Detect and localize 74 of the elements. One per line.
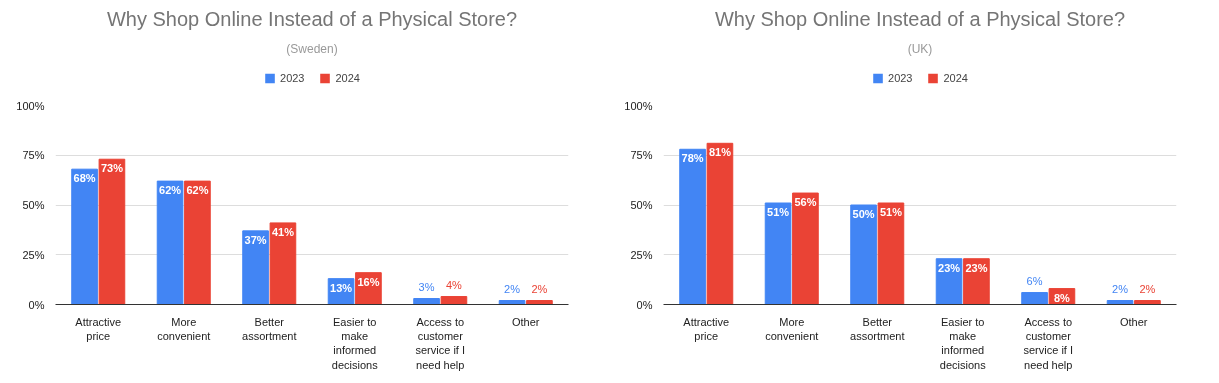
bar xyxy=(706,142,734,305)
data-label: 62% xyxy=(159,184,182,197)
x-tick-label: Better assortment xyxy=(850,315,905,342)
x-tick-label: More convenient xyxy=(765,315,819,342)
y-tick-label: 100% xyxy=(16,99,45,112)
bar xyxy=(764,202,792,305)
y-tick-label: 75% xyxy=(630,149,653,162)
x-tick-label: Attractive price xyxy=(75,315,122,342)
data-label: 4% xyxy=(445,278,463,291)
bar xyxy=(963,258,990,305)
data-label: 37% xyxy=(244,233,267,246)
chart-title: Why Shop Online Instead of a Physical Store? xyxy=(714,7,1126,30)
bar xyxy=(184,180,211,305)
data-label: 62% xyxy=(186,184,209,197)
x-tick-label: Access to customer service if I need help xyxy=(415,315,466,371)
data-label: 2% xyxy=(531,282,548,295)
data-label: 81% xyxy=(708,146,732,159)
data-label: 6% xyxy=(1026,274,1043,287)
legend-label: 2024 xyxy=(335,71,360,84)
data-label: 68% xyxy=(73,172,96,185)
data-label: 51% xyxy=(767,205,790,218)
chart-subtitle: (Sweden) xyxy=(286,41,338,56)
bar xyxy=(877,202,905,305)
chart-title: Why Shop Online Instead of a Physical Store? xyxy=(106,7,518,30)
x-tick-label: Other xyxy=(1119,315,1148,328)
x-tick-label: More convenient xyxy=(157,315,211,342)
bar xyxy=(850,204,877,305)
bar xyxy=(440,296,468,305)
x-tick-label: Easier to make informed decisions xyxy=(939,315,987,371)
legend-label: 2023 xyxy=(280,71,305,84)
x-tick-label: Easier to make informed decisions xyxy=(331,315,379,371)
y-tick-label: 25% xyxy=(22,248,45,261)
y-tick-label: 0% xyxy=(28,298,45,311)
chart-subtitle: (UK) xyxy=(907,41,933,56)
legend-label: 2024 xyxy=(943,71,968,84)
bar xyxy=(1021,292,1048,305)
y-tick-label: 75% xyxy=(22,149,45,162)
bar xyxy=(98,158,126,305)
bar xyxy=(413,298,440,305)
data-label: 78% xyxy=(681,152,704,165)
data-label: 13% xyxy=(330,281,353,294)
data-label: 16% xyxy=(357,275,380,288)
x-tick-label: Access to customer service if I need help xyxy=(1023,315,1074,371)
data-label: 41% xyxy=(271,225,295,238)
bar xyxy=(242,230,269,305)
bar xyxy=(498,300,526,305)
bar xyxy=(792,192,819,305)
y-tick-label: 50% xyxy=(22,199,45,211)
bar xyxy=(156,180,184,305)
data-label: 73% xyxy=(100,162,124,175)
x-tick-label: Better assortment xyxy=(242,315,297,342)
data-label: 3% xyxy=(418,280,435,293)
data-label: 2% xyxy=(1112,282,1129,295)
x-tick-label: Other xyxy=(511,315,540,328)
data-label: 56% xyxy=(794,196,817,209)
bar xyxy=(1106,300,1134,305)
bar xyxy=(1134,300,1161,305)
data-label: 2% xyxy=(1139,282,1156,295)
data-label: 8% xyxy=(1053,291,1071,304)
y-tick-label: 0% xyxy=(636,298,653,311)
y-tick-label: 100% xyxy=(624,99,653,112)
bar xyxy=(71,168,98,305)
data-label: 23% xyxy=(938,261,961,274)
data-label: 2% xyxy=(504,282,521,295)
data-label: 23% xyxy=(965,261,988,274)
bar xyxy=(269,222,297,305)
legend-label: 2023 xyxy=(888,71,913,84)
y-tick-label: 25% xyxy=(630,248,653,261)
bar xyxy=(679,148,706,305)
x-tick-label: Attractive price xyxy=(683,315,730,342)
data-label: 50% xyxy=(852,207,875,220)
bar xyxy=(526,300,553,305)
data-label: 51% xyxy=(879,205,903,218)
y-tick-label: 50% xyxy=(630,199,653,211)
